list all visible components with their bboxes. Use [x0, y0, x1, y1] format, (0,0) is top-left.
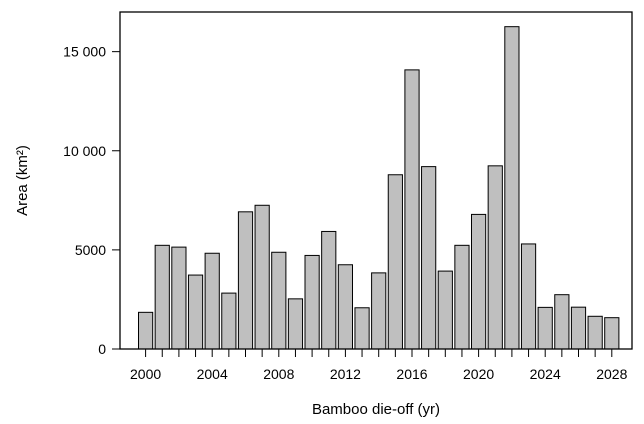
x-tick-label: 2024 [530, 366, 561, 382]
bar-2012 [337, 264, 353, 350]
bar-2006 [237, 211, 254, 350]
x-tick-label: 2008 [263, 366, 294, 382]
bar-2008 [271, 251, 287, 350]
bar-2016 [404, 69, 420, 350]
bar-2024 [537, 306, 553, 350]
bar-2026 [570, 306, 587, 350]
y-axis-label: Area (km²) [14, 145, 31, 216]
x-tick-label: 2016 [396, 366, 427, 382]
bar-2003 [187, 274, 204, 350]
bar-2025 [554, 294, 570, 350]
bar-2002 [171, 246, 187, 350]
y-tick-label: 10 000 [63, 143, 106, 159]
bar-2019 [454, 244, 470, 350]
bar-2017 [421, 166, 437, 350]
bar-2005 [221, 292, 237, 350]
bar-2010 [304, 254, 320, 350]
bar-2013 [354, 307, 370, 350]
y-tick-label: 5000 [75, 242, 106, 258]
bar-2004 [204, 252, 220, 350]
bar-2018 [437, 270, 453, 350]
y-tick-label: 15 000 [63, 44, 106, 60]
x-axis: 2000 2004 2008 2012 2016 2020 2024 2028 [130, 349, 628, 382]
x-tick-label: 2012 [330, 366, 361, 382]
bar-2021 [487, 165, 503, 350]
x-tick-label: 2028 [596, 366, 627, 382]
bar-2011 [321, 230, 337, 350]
y-axis: 0 5000 10 000 15 000 [63, 44, 120, 357]
bar-2028 [604, 317, 620, 350]
bar-2001 [154, 244, 170, 350]
x-tick-label: 2004 [197, 366, 228, 382]
y-tick-label: 0 [98, 341, 106, 357]
x-tick-label: 2020 [463, 366, 494, 382]
bar-2014 [371, 272, 387, 350]
bar-2015 [387, 174, 403, 350]
bar-2022 [504, 26, 520, 350]
x-axis-label: Bamboo die-off (yr) [312, 401, 440, 418]
bar-2009 [287, 298, 304, 350]
bar-2000 [138, 311, 154, 350]
x-tick-label: 2000 [130, 366, 161, 382]
plot-frame [119, 11, 633, 350]
bar-2020 [471, 213, 487, 350]
bars-group [138, 26, 620, 350]
bar-2007 [254, 204, 270, 350]
bar-2023 [520, 243, 537, 350]
bar-2027 [587, 315, 603, 350]
